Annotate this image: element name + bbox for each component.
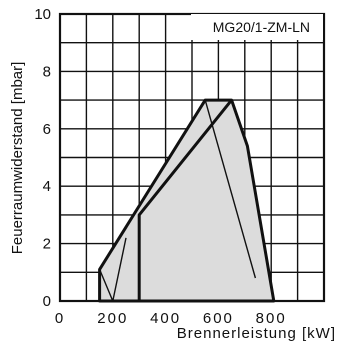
y-tick-label: 10 (34, 6, 51, 23)
x-tick-label: 800 (256, 310, 287, 327)
y-tick-label: 2 (43, 236, 51, 253)
x-tick-labels: 0 200 400 600 800 (55, 310, 287, 327)
working-field-area (98, 98, 276, 303)
x-tick-label: 200 (97, 310, 128, 327)
model-label-box (191, 14, 323, 40)
y-axis-label: Feuerraumwiderstand [mbar] (9, 62, 26, 255)
y-tick-label: 6 (43, 121, 51, 138)
y-tick-label: 8 (43, 63, 51, 80)
x-tick-label: 0 (55, 310, 65, 327)
field-boundary-line (204, 99, 257, 279)
working-field-polygon (98, 98, 276, 303)
y-tick-labels: 0 2 4 6 8 10 (34, 6, 51, 310)
x-axis-label: Brennerleistung [kW] (177, 325, 336, 342)
chart-title: MG20/1-ZM-LN (213, 19, 310, 35)
x-tick-label: 600 (203, 310, 234, 327)
x-tick-label: 400 (150, 310, 181, 327)
field-boundary-line (137, 99, 233, 301)
y-tick-label: 0 (43, 293, 51, 310)
y-tick-label: 4 (43, 178, 51, 195)
